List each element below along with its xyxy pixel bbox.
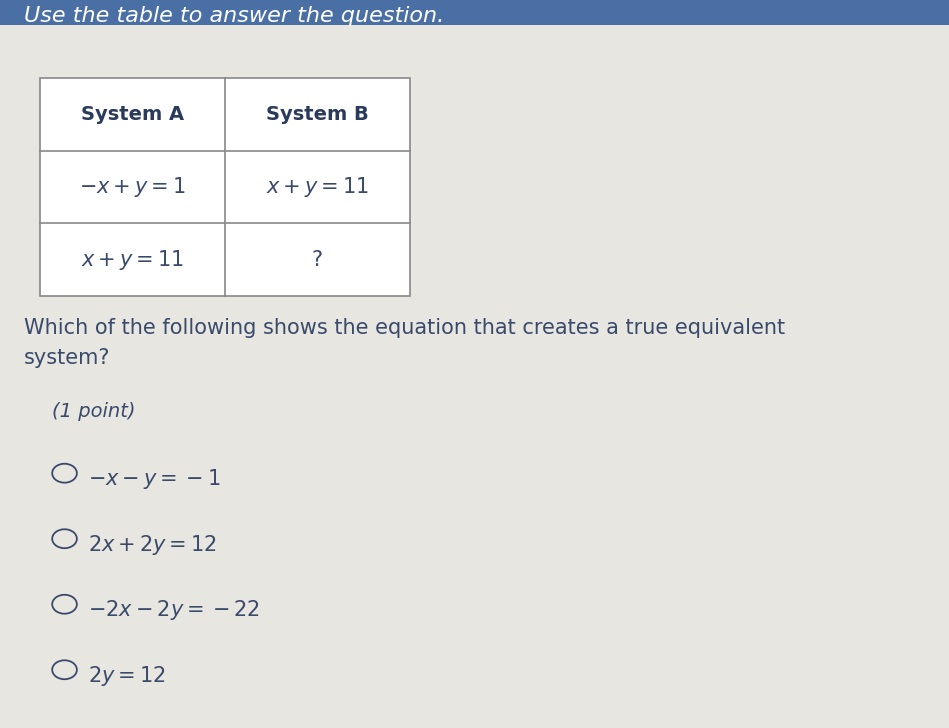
Text: $-2x-2y=-22$: $-2x-2y=-22$ bbox=[88, 598, 260, 622]
Text: Which of the following shows the equation that creates a true equivalent
system?: Which of the following shows the equatio… bbox=[24, 318, 785, 368]
Text: System A: System A bbox=[81, 105, 184, 124]
Bar bbox=[0, 0, 949, 25]
Text: System B: System B bbox=[266, 105, 369, 124]
Text: $x+y=11$: $x+y=11$ bbox=[266, 175, 369, 199]
Text: (1 point): (1 point) bbox=[52, 402, 136, 421]
Text: $2y=12$: $2y=12$ bbox=[88, 664, 166, 688]
Text: ?: ? bbox=[312, 250, 323, 270]
Text: $x+y=11$: $x+y=11$ bbox=[81, 248, 184, 272]
Text: $2x+2y=12$: $2x+2y=12$ bbox=[88, 533, 217, 557]
Text: Use the table to answer the question.: Use the table to answer the question. bbox=[24, 6, 444, 26]
Text: $-x+y=1$: $-x+y=1$ bbox=[79, 175, 186, 199]
Text: $-x-y=-1$: $-x-y=-1$ bbox=[88, 467, 221, 491]
